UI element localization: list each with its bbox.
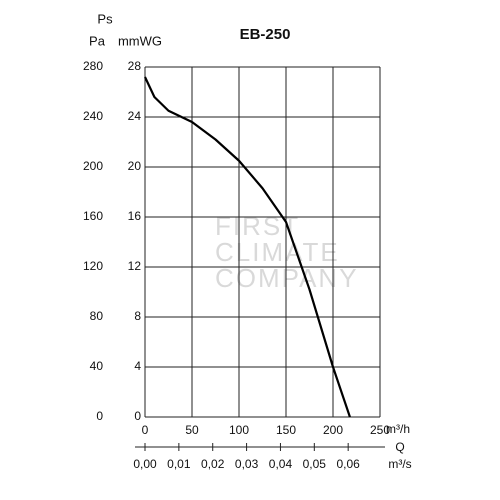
x2-tick-label: 0,06 xyxy=(336,457,360,471)
y2-tick-label: 4 xyxy=(134,359,141,373)
watermark: FIRST xyxy=(215,211,300,241)
chart-title: EB-250 xyxy=(240,26,291,43)
y-tick-label: 200 xyxy=(83,159,103,173)
y2-tick-label: 24 xyxy=(128,109,142,123)
watermark: CLIMATE xyxy=(215,237,340,267)
x2-tick-label: 0,05 xyxy=(303,457,327,471)
y2-label: mmWG xyxy=(118,33,162,48)
y2-tick-label: 20 xyxy=(128,159,142,173)
y-tick-label: 40 xyxy=(90,359,104,373)
x2-tick-label: 0,02 xyxy=(201,457,225,471)
y2-tick-label: 0 xyxy=(134,409,141,423)
x2-label: m³/s xyxy=(388,457,411,471)
x-tick-label: 200 xyxy=(323,423,343,437)
y-tick-label: 80 xyxy=(90,309,104,323)
y2-tick-label: 16 xyxy=(128,209,142,223)
q-label: Q xyxy=(395,440,404,454)
x2-tick-label: 0,00 xyxy=(133,457,157,471)
x-tick-label: 150 xyxy=(276,423,296,437)
x-tick-label: 100 xyxy=(229,423,249,437)
x2-tick-label: 0,04 xyxy=(269,457,293,471)
y2-tick-label: 8 xyxy=(134,309,141,323)
y-label: Pa xyxy=(89,33,106,48)
curve xyxy=(144,76,351,418)
x-tick-label: 250 xyxy=(370,423,390,437)
x2-tick-label: 0,01 xyxy=(167,457,191,471)
x-tick-label: 50 xyxy=(185,423,199,437)
x-label: m³/h xyxy=(386,422,410,436)
y-tick-label: 120 xyxy=(83,259,103,273)
x-tick-label: 0 xyxy=(142,423,149,437)
y-tick-label: 240 xyxy=(83,109,103,123)
y-label-top: Ps xyxy=(97,11,113,26)
x2-tick-label: 0,03 xyxy=(235,457,259,471)
y-tick-label: 160 xyxy=(83,209,103,223)
y-tick-label: 280 xyxy=(83,59,103,73)
y2-tick-label: 28 xyxy=(128,59,142,73)
y2-tick-label: 12 xyxy=(128,259,142,273)
y-tick-label: 0 xyxy=(96,409,103,423)
